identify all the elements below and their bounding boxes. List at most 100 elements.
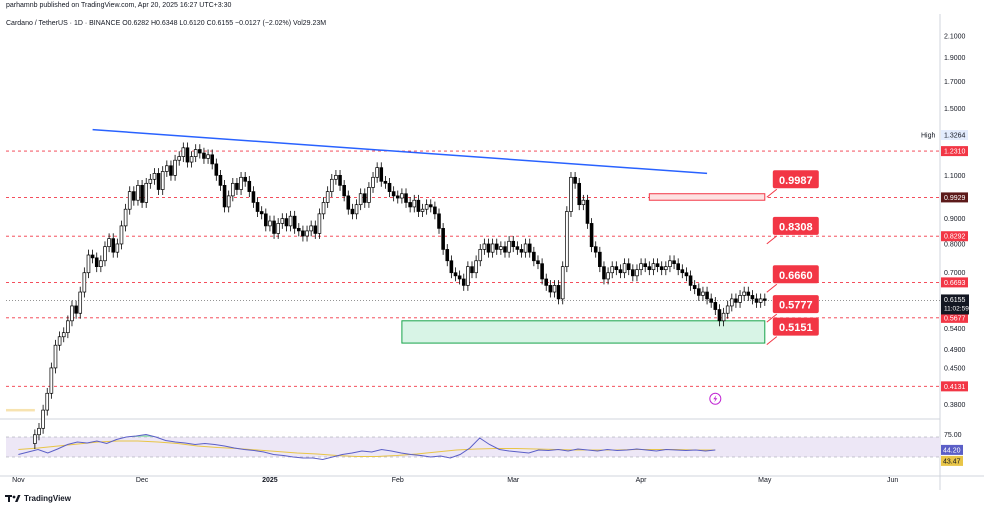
candle-body xyxy=(202,152,206,159)
high-value-box xyxy=(941,130,968,141)
candle-body xyxy=(235,182,239,190)
misc xyxy=(6,392,722,412)
candle-body xyxy=(193,149,198,157)
callout-pointer xyxy=(766,313,778,323)
candle-body xyxy=(449,260,454,274)
candle-body xyxy=(276,223,280,234)
candle-body xyxy=(375,167,379,178)
candle-body xyxy=(346,195,351,210)
price-axis[interactable]: 2.1000 1.9000 1.7000 1.5000 1.1000 0.9000 0.80… xyxy=(921,34,969,466)
candle-body xyxy=(453,272,458,277)
candle-body xyxy=(499,246,503,250)
candle-body xyxy=(688,275,693,286)
candle-body xyxy=(251,191,256,203)
candle-body xyxy=(103,246,107,262)
candle-body xyxy=(606,272,610,280)
candle-body xyxy=(115,243,120,253)
lightning-circle xyxy=(709,392,722,405)
candle-body xyxy=(490,243,495,253)
callout-box xyxy=(772,170,819,189)
candle-body xyxy=(185,147,190,163)
candle-body xyxy=(218,174,223,186)
candle-body xyxy=(66,320,70,334)
candle-body xyxy=(494,243,499,250)
trendline[interactable] xyxy=(92,128,708,175)
candle-body xyxy=(552,285,557,293)
candle-body xyxy=(680,269,685,274)
time-axis[interactable]: Nov Dec 2025 Feb Mar Apr May Jun xyxy=(12,477,898,484)
candle-body xyxy=(428,204,433,208)
candles xyxy=(33,142,767,449)
candle-body xyxy=(325,191,330,203)
candle-body xyxy=(292,215,297,229)
level-value-box xyxy=(941,312,968,323)
candle-body xyxy=(173,159,177,176)
candle-body xyxy=(280,218,285,224)
candle-body xyxy=(57,336,62,346)
candle-body xyxy=(177,156,181,161)
rsi-line xyxy=(18,433,716,461)
callout-label: 0.5777 xyxy=(766,295,819,323)
candle-body xyxy=(738,295,742,303)
rsi-band xyxy=(6,437,940,457)
price-tick-label: 1.9000 xyxy=(944,55,966,62)
candle-body xyxy=(664,266,668,271)
candle-body xyxy=(404,193,408,203)
candle-body xyxy=(305,230,309,237)
callout-pointer xyxy=(766,235,778,245)
candle-body xyxy=(214,163,219,176)
current-price-box[interactable] xyxy=(941,294,969,315)
time-tick-label: Jun xyxy=(887,477,898,484)
time-tick-label: Nov xyxy=(12,477,25,484)
candle-body xyxy=(70,305,74,322)
price-tick-label: 0.5400 xyxy=(944,326,966,333)
candle-body xyxy=(577,182,582,206)
candle-body xyxy=(725,305,730,314)
candle-body xyxy=(515,246,520,250)
descending-trendline[interactable] xyxy=(92,128,708,175)
candle-body xyxy=(507,240,511,253)
candle-body xyxy=(198,149,202,154)
tradingview-footer[interactable]: TradingView xyxy=(5,494,71,503)
level-value-box xyxy=(941,381,968,392)
candle-body xyxy=(420,208,425,212)
candle-body xyxy=(474,260,478,274)
lightning-bolt xyxy=(713,395,718,403)
candle-body xyxy=(338,174,342,186)
candle-body xyxy=(763,298,767,301)
candle-body xyxy=(210,154,214,165)
candle-body xyxy=(45,392,50,411)
time-tick-label: Apr xyxy=(636,477,648,484)
candle-body xyxy=(272,220,276,234)
candle-body xyxy=(478,249,483,262)
tradingview-brand: TradingView xyxy=(24,494,71,503)
price-tick-label: 0.4500 xyxy=(944,365,966,372)
price-tick-label: 0.7000 xyxy=(944,270,966,277)
callout-value: 0.6660 xyxy=(779,270,813,282)
level-value-label: 1.2310 xyxy=(944,149,966,156)
candle-body xyxy=(395,195,400,199)
callout-pointer xyxy=(766,283,778,293)
candle-body xyxy=(548,285,553,293)
callout-label: 0.9987 xyxy=(766,170,819,198)
candle-body xyxy=(408,202,412,208)
price-tick-label: 2.1000 xyxy=(944,34,966,41)
candle-body xyxy=(148,178,153,184)
candle-body xyxy=(556,285,561,300)
candle-body xyxy=(309,225,313,232)
candle-body xyxy=(156,173,161,190)
candle-body xyxy=(412,199,417,208)
candle-body xyxy=(684,272,689,277)
candle-body xyxy=(169,165,173,176)
candle-body xyxy=(655,263,660,268)
candle-body xyxy=(593,246,598,253)
candle-body xyxy=(659,266,664,271)
candle-body xyxy=(231,182,235,197)
rsi-value-box xyxy=(941,444,963,455)
callout-value: 0.9987 xyxy=(779,175,813,187)
candle-body xyxy=(160,171,165,190)
candle-body xyxy=(313,225,318,234)
candle-body xyxy=(49,367,54,394)
